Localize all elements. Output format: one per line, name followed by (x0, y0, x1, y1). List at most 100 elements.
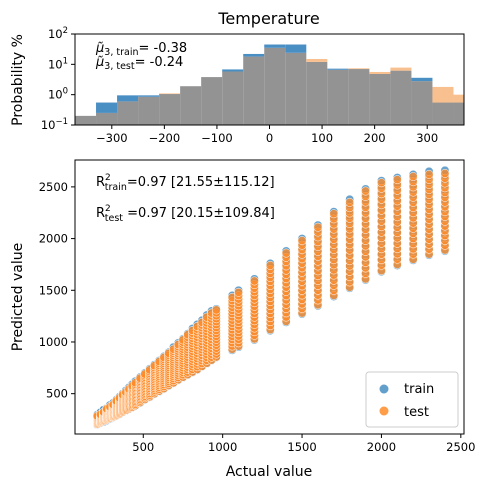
hist-bar-train (285, 44, 307, 53)
hist-x-tick-label: 300 (416, 131, 438, 145)
svg-text:μ̃3, train= -0.38: μ̃3, train= -0.38 (95, 41, 187, 58)
r2-test-prefix: R (96, 206, 105, 221)
hist-bar-overlap (138, 96, 160, 125)
histogram-bars (75, 44, 464, 125)
scatter-point-test (297, 236, 307, 246)
annotation-train-symbol: μ̃ (95, 41, 104, 56)
histogram-y-ticks: 10−1 100 101 102 (41, 26, 75, 132)
legend-marker-train (379, 384, 389, 394)
scatter-point-test (424, 170, 434, 179)
hist-bar-overlap (159, 94, 181, 125)
scatter-y-tick-label: 2000 (39, 232, 68, 246)
hist-bar-overlap (264, 47, 286, 125)
hist-bar-overlap (306, 61, 328, 125)
r2-test-sub: test (105, 213, 124, 224)
scatter-x-tick-label: 1500 (287, 440, 316, 454)
hist-bar-train (411, 77, 433, 82)
hist-bar-overlap (222, 71, 244, 125)
scatter-x-ticks: 500 1000 1500 2000 2500 (132, 434, 475, 454)
hist-bar-overlap (327, 69, 349, 125)
hist-bar-train (243, 53, 265, 57)
scatter-legend: train test (365, 371, 459, 428)
scatter-frame (74, 159, 465, 435)
hist-x-tick-label: −300 (96, 131, 128, 145)
hist-bar-overlap (96, 112, 118, 125)
scatter-point-test (313, 222, 323, 232)
hist-bar-train (138, 95, 160, 97)
scatter-x-tick-label: 2000 (367, 440, 396, 454)
hist-bar-overlap (411, 81, 433, 125)
hist-bar-train (222, 69, 244, 72)
r2-train-sub: train (105, 182, 127, 193)
hist-bar-overlap (243, 56, 265, 125)
histogram-annotation-test: μ̃3, test= -0.24 (95, 55, 183, 72)
hist-bar-overlap (348, 69, 370, 125)
annotation-train-value: = -0.38 (138, 41, 187, 56)
hist-bar-overlap (432, 102, 454, 125)
scatter-y-tick-label: 2500 (39, 180, 68, 194)
scatter-y-label: Predicted value (10, 243, 26, 351)
scatter-point-test (281, 248, 291, 258)
r2-train-prefix: R (96, 175, 105, 190)
hist-bar-overlap (285, 52, 307, 125)
annotation-test-symbol: μ̃ (95, 55, 104, 70)
legend-box (365, 371, 459, 428)
hist-bar-overlap (453, 102, 464, 125)
scatter-point-test (440, 168, 450, 178)
hist-bar-test (390, 67, 412, 71)
hist-x-tick-label: 100 (311, 131, 333, 145)
histogram-x-ticks: −300 −200 −100 0 100 200 300 (96, 125, 438, 145)
hist-x-tick-label: 200 (364, 131, 386, 145)
r2-annotation-train: R2 train=0.97 [21.55±115.12] (96, 173, 275, 193)
hist-bar-overlap (180, 86, 202, 125)
scatter-point-test (329, 209, 339, 219)
r2-annotation-test: R2 test =0.97 [20.15±109.84] (96, 204, 275, 224)
scatter-y-tick-label: 1000 (39, 335, 68, 349)
legend-marker-test (379, 406, 389, 416)
hist-bar-test (453, 94, 464, 103)
legend-label-test: test (404, 405, 429, 420)
scatter-point-test (211, 305, 221, 315)
hist-bar-train (96, 102, 118, 113)
r2-train-sup: 2 (105, 173, 111, 183)
hist-bar-test (306, 58, 328, 62)
hist-bar-overlap (201, 77, 223, 125)
hist-bar-test (369, 71, 391, 75)
hist-bar-overlap (390, 70, 412, 125)
scatter-x-tick-label: 500 (132, 440, 154, 454)
scatter-y-tick-label: 500 (46, 387, 68, 401)
histogram-panel: Temperature −300 −200 −100 0 100 200 300 10−11… (10, 9, 465, 145)
scatter-x-tick-label: 2500 (446, 440, 475, 454)
hist-bar-train (327, 68, 349, 70)
hist-x-tick-label: −200 (149, 131, 181, 145)
scatter-point-test (376, 178, 386, 188)
scatter-point-test (249, 276, 259, 286)
scatter-point-test (345, 197, 355, 207)
r2-train-text: =0.97 [21.55±115.12] (127, 175, 275, 190)
hist-bar-train (117, 95, 139, 102)
hist-x-tick-label: −100 (201, 131, 233, 145)
annotation-test-value: = -0.24 (135, 55, 184, 70)
r2-test-text: =0.97 [20.15±109.84] (123, 206, 275, 221)
hist-bar-test (159, 93, 181, 95)
annotation-train-sub: 3, train (104, 47, 138, 58)
scatter-x-tick-label: 1000 (208, 440, 237, 454)
hist-y-tick-label: 10−1 (41, 117, 68, 132)
scatter-x-label: Actual value (226, 464, 313, 480)
r2-test-sup: 2 (105, 204, 111, 214)
histogram-y-label: Probability % (10, 34, 26, 126)
hist-x-tick-label: 0 (266, 131, 273, 145)
histogram-title: Temperature (217, 9, 319, 28)
scatter-point-test (392, 175, 402, 185)
histogram-annotation-train: μ̃3, train= -0.38 (95, 41, 187, 58)
hist-y-tick-label: 101 (48, 56, 68, 71)
hist-bar-overlap (117, 101, 139, 125)
scatter-points (92, 165, 450, 430)
hist-bar-test (348, 68, 370, 70)
scatter-point-test (361, 186, 371, 196)
scatter-y-ticks: 500 1000 1500 2000 2500 (39, 180, 75, 401)
scatter-point-test (408, 172, 418, 181)
